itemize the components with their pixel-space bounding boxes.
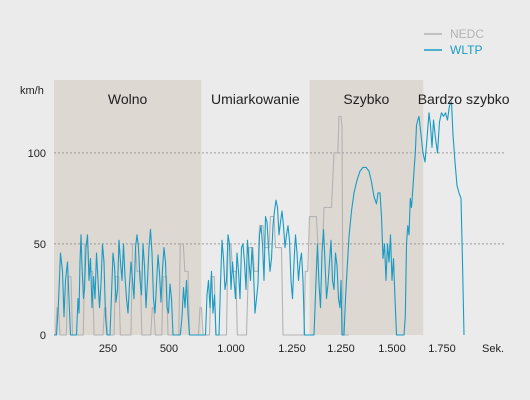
series-lines bbox=[54, 101, 465, 336]
phase-bands bbox=[54, 80, 424, 335]
legend: NEDC WLTP bbox=[424, 27, 484, 57]
phase-label-3: Bardzo szybko bbox=[418, 91, 510, 107]
series-wltp bbox=[54, 101, 465, 336]
x-tick-5: 1.500 bbox=[378, 343, 406, 355]
y-tick-50: 50 bbox=[34, 239, 46, 251]
y-tick-0: 0 bbox=[40, 330, 46, 342]
x-tick-6: 1.750 bbox=[428, 343, 456, 355]
phase-labels: Wolno Umiarkowanie Szybko Bardzo szybko bbox=[108, 91, 510, 107]
phase-label-2: Szybko bbox=[343, 91, 389, 107]
x-tick-1: 500 bbox=[160, 343, 178, 355]
grid-lines bbox=[54, 152, 504, 245]
x-axis-label: Sek. bbox=[482, 343, 504, 355]
y-tick-100: 100 bbox=[28, 148, 46, 160]
phase-label-1: Umiarkowanie bbox=[211, 91, 300, 107]
y-axis-label: km/h bbox=[20, 85, 44, 97]
legend-label-wltp: WLTP bbox=[450, 43, 482, 57]
x-tick-0: 250 bbox=[99, 343, 117, 355]
phase-band-0 bbox=[54, 80, 202, 335]
x-axis-ticks: 250 500 1.000 1.250 1.250 1.500 1.750 bbox=[99, 343, 456, 355]
x-tick-3: 1.250 bbox=[278, 343, 306, 355]
legend-label-nedc: NEDC bbox=[450, 27, 484, 41]
x-tick-2: 1.000 bbox=[217, 343, 245, 355]
y-axis-ticks: 0 50 100 bbox=[28, 148, 46, 342]
phase-label-0: Wolno bbox=[108, 91, 148, 107]
x-tick-4: 1.250 bbox=[327, 343, 355, 355]
